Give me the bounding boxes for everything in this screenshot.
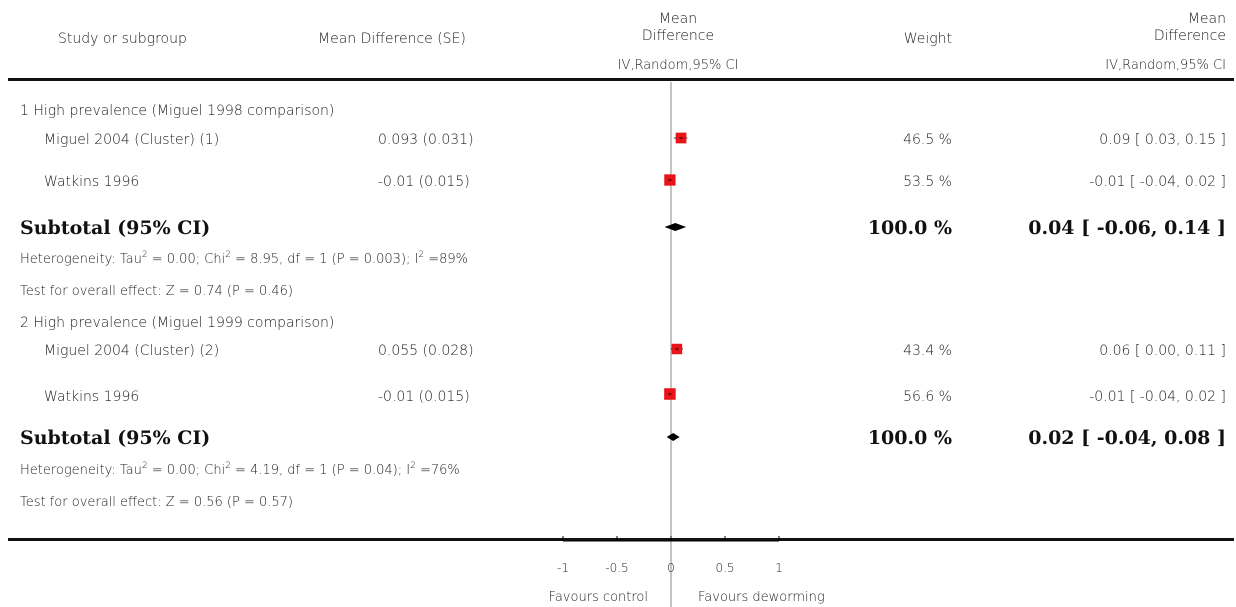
- study-ci-text: -0.01 [ -0.04, 0.02 ]: [1089, 389, 1226, 405]
- group-title: 2 High prevalence (Miguel 1999 compariso…: [20, 315, 335, 331]
- header-rule: [8, 78, 1234, 81]
- subtotal-weight: 100.0 %: [867, 217, 952, 239]
- study-weight: 56.6 %: [903, 389, 952, 405]
- x-axis-tick-label: 0: [667, 561, 675, 575]
- header-md-line2: Difference: [641, 28, 715, 44]
- x-axis-tick-label: -0.5: [605, 561, 628, 575]
- subtotal-label: Subtotal (95% CI): [20, 427, 211, 449]
- header-md2-method: IV,Random,95% CI: [1105, 58, 1226, 73]
- heterogeneity-text: Heterogeneity: Tau2 = 0.00; Chi2 = 4.19,…: [20, 461, 460, 479]
- subtotal-diamond: [664, 223, 687, 231]
- study-weight: 43.4 %: [903, 343, 952, 359]
- header-md-line1: Mean: [658, 11, 698, 27]
- study-weight: 46.5 %: [903, 132, 952, 148]
- subtotal-diamond: [666, 433, 680, 441]
- header-weight: Weight: [903, 31, 952, 47]
- study-ci-text: 0.06 [ 0.00, 0.11 ]: [1099, 343, 1226, 359]
- study-md-se: 0.093 (0.031): [378, 132, 474, 148]
- heterogeneity-text: Heterogeneity: Tau2 = 0.00; Chi2 = 8.95,…: [20, 250, 469, 268]
- study-md-se: -0.01 (0.015): [378, 174, 470, 190]
- group-title: 1 High prevalence (Miguel 1998 compariso…: [20, 103, 335, 119]
- study-name: Watkins 1996: [44, 389, 140, 405]
- overall-effect-text: Test for overall effect: Z = 0.56 (P = 0…: [20, 495, 293, 510]
- header-study: Study or subgroup: [58, 31, 187, 47]
- header-md2-line1: Mean: [1187, 11, 1226, 27]
- study-ci-text: -0.01 [ -0.04, 0.02 ]: [1089, 174, 1226, 190]
- study-weight: 53.5 %: [903, 174, 952, 190]
- footer-rule: [8, 538, 1234, 541]
- x-axis-tick-label: -1: [557, 561, 569, 575]
- study-ci-text: 0.09 [ 0.03, 0.15 ]: [1099, 132, 1226, 148]
- favours-deworming-label: Favours deworming: [698, 590, 825, 605]
- study-md-se: 0.055 (0.028): [378, 343, 474, 359]
- header-md-se: Mean Difference (SE): [318, 31, 466, 47]
- x-axis-tick-label: 0.5: [715, 561, 734, 575]
- study-md-se: -0.01 (0.015): [378, 389, 470, 405]
- subtotal-ci: 0.02 [ -0.04, 0.08 ]: [1028, 427, 1226, 449]
- x-axis-tick-label: 1: [775, 561, 783, 575]
- subtotal-ci: 0.04 [ -0.06, 0.14 ]: [1028, 217, 1226, 239]
- header-md-method: IV,Random,95% CI: [617, 58, 739, 73]
- study-name: Miguel 2004 (Cluster) (1): [44, 132, 220, 148]
- subtotal-label: Subtotal (95% CI): [20, 217, 211, 239]
- favours-control-label: Favours control: [548, 590, 648, 605]
- study-name: Watkins 1996: [44, 174, 140, 190]
- overall-effect-text: Test for overall effect: Z = 0.74 (P = 0…: [20, 284, 293, 299]
- subtotal-weight: 100.0 %: [867, 427, 952, 449]
- study-name: Miguel 2004 (Cluster) (2): [44, 343, 220, 359]
- header-md2-line2: Difference: [1153, 28, 1226, 44]
